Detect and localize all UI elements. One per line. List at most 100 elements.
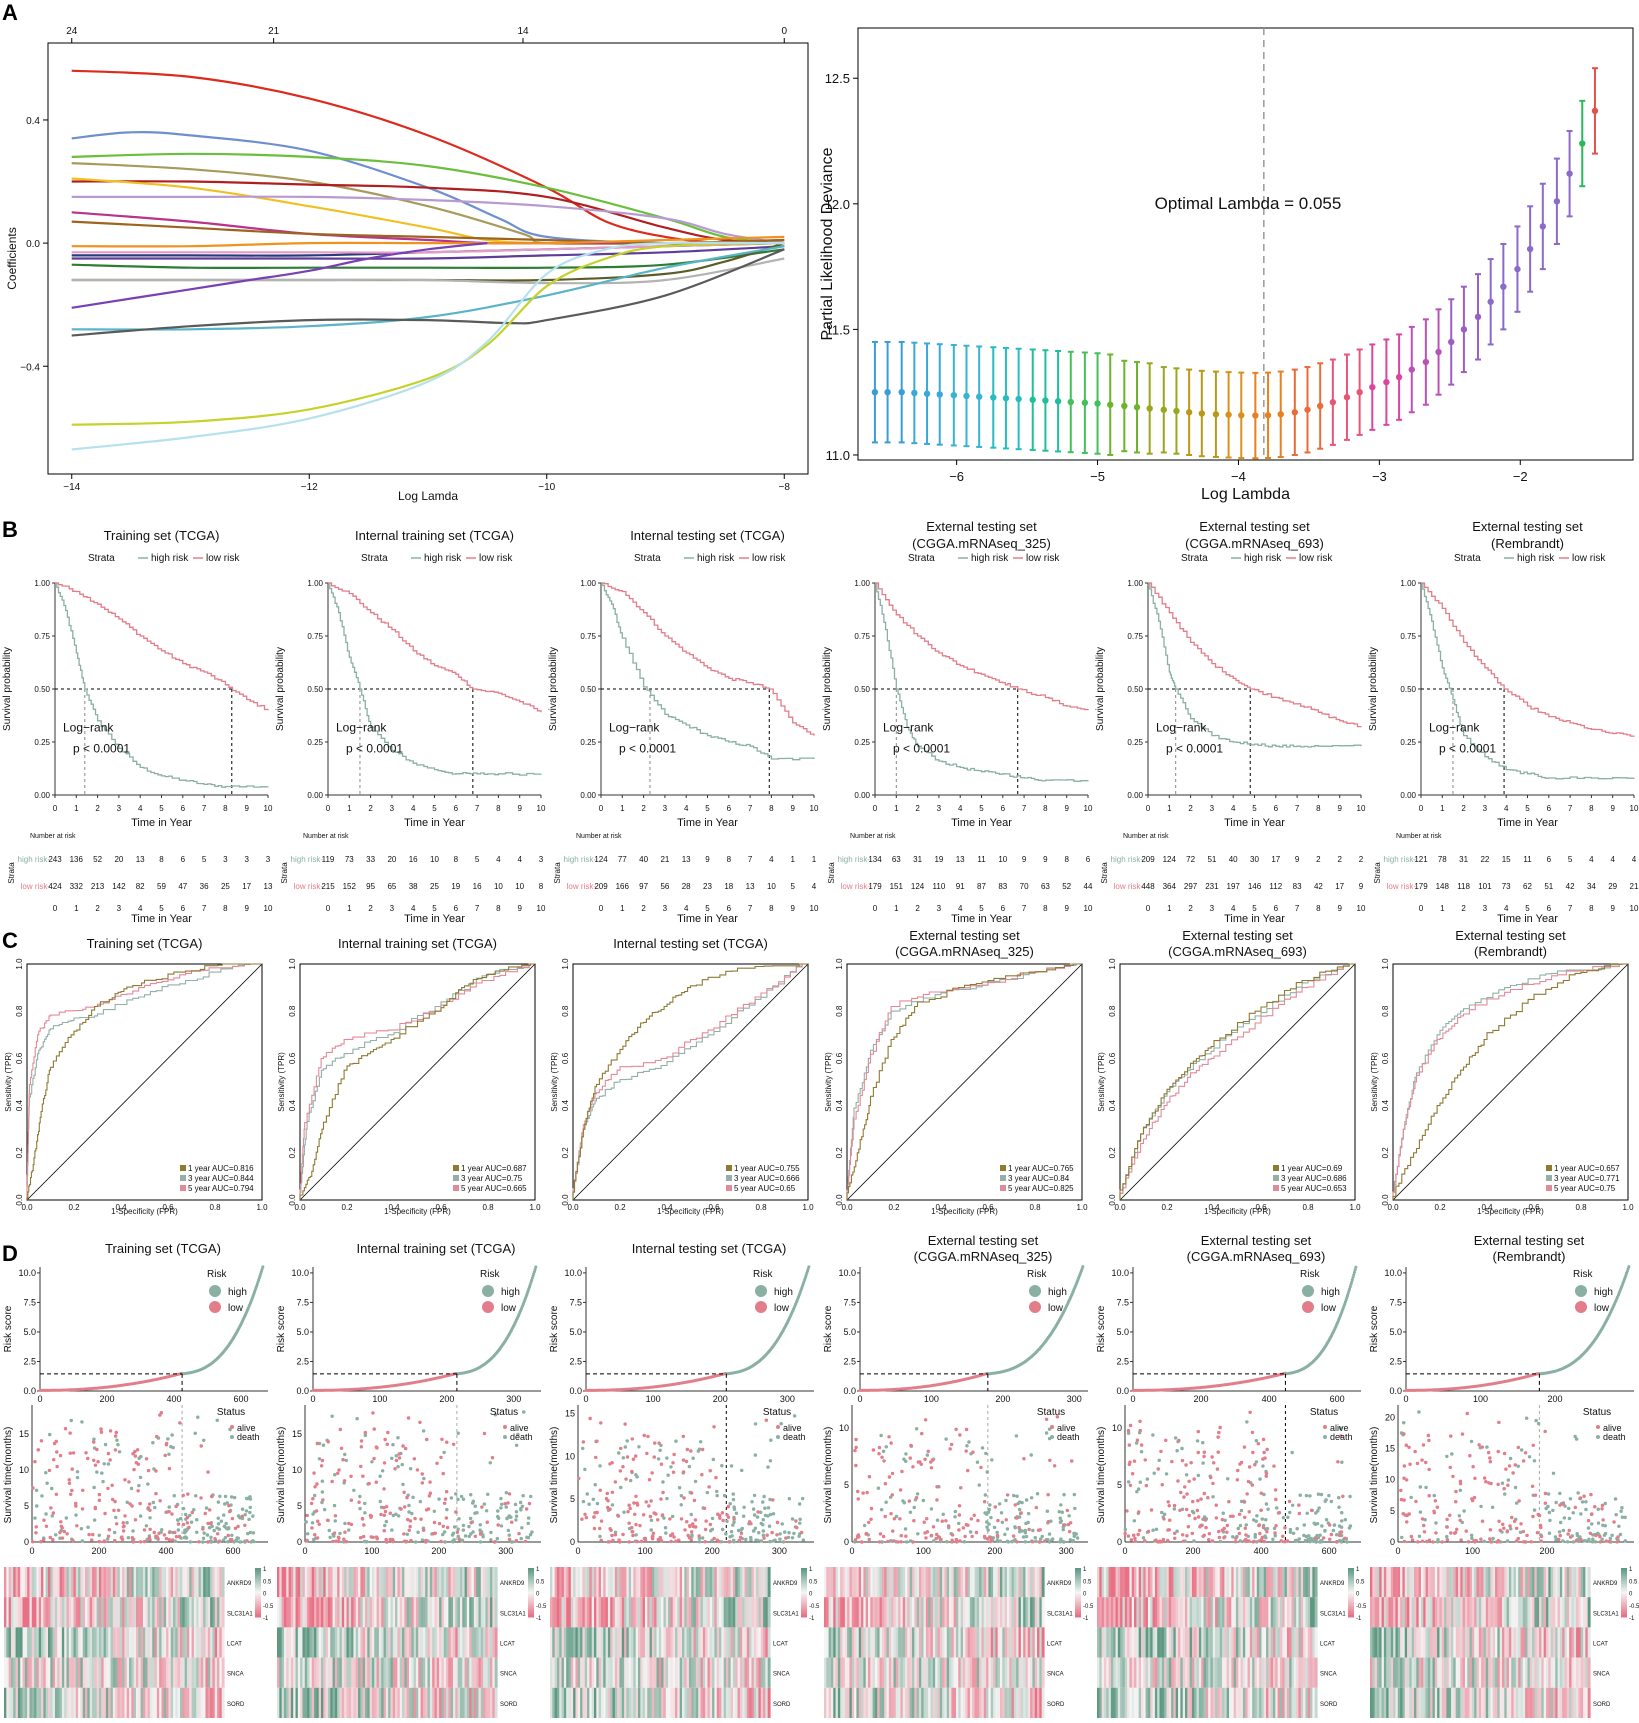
heatmap-cell: [872, 1567, 876, 1598]
risk-x-tick: 2: [95, 904, 100, 913]
heatmap-cell: [561, 1597, 565, 1628]
heatmap-cell: [619, 1687, 623, 1718]
auc-legend-label: 5 year AUC=0.653: [1281, 1184, 1347, 1193]
status-x-tick: 0: [849, 1546, 854, 1556]
heatmap-cell: [1238, 1627, 1242, 1658]
heatmap-cell: [205, 1627, 209, 1658]
heatmap-cell: [1011, 1687, 1015, 1718]
heatmap-cell: [1011, 1627, 1015, 1658]
heatmap-cell: [85, 1657, 88, 1688]
heatmap-cell: [27, 1597, 31, 1628]
km-curve-high: [875, 582, 1089, 782]
heatmap-cell: [353, 1627, 357, 1658]
heatmap-cell: [186, 1597, 190, 1628]
heatmap-cell: [1300, 1627, 1304, 1658]
heatmap-cell: [550, 1657, 553, 1688]
roc-y-title: Sensitivity (TPR): [824, 1052, 833, 1112]
risk-y-tick: 0.0: [569, 1386, 582, 1396]
heatmap-cell: [1279, 1627, 1283, 1658]
risk-x-tick: 0: [857, 1394, 862, 1404]
heatmap-cell: [1312, 1597, 1316, 1628]
risk-count-high: 4: [769, 855, 774, 864]
heatmap-cell: [415, 1597, 419, 1628]
heatmap-cell: [119, 1657, 123, 1688]
heatmap-cell: [217, 1567, 220, 1598]
heatmap-cell: [1277, 1627, 1281, 1658]
heatmap-cell: [304, 1567, 308, 1598]
heatmap-cell: [105, 1567, 109, 1598]
heatmap-cell: [668, 1627, 672, 1658]
heatmap-cell: [937, 1567, 941, 1598]
heatmap-cell: [1307, 1597, 1311, 1628]
heatmap-cell: [881, 1657, 885, 1688]
risk-x-tick: 0: [873, 904, 878, 913]
heatmap-cell: [1113, 1597, 1117, 1628]
heatmap-cell: [94, 1597, 98, 1628]
heatmap-cell: [1013, 1687, 1017, 1718]
heatmap-cell: [1247, 1597, 1251, 1628]
risk-panel-title: Training set (TCGA): [105, 1241, 221, 1256]
heatmap-cell: [1270, 1597, 1274, 1628]
heatmap-cell: [131, 1567, 135, 1598]
heatmap-cell: [1462, 1687, 1466, 1718]
heatmap-cell: [355, 1627, 359, 1658]
heatmap-cell: [749, 1657, 753, 1688]
heatmap-cell: [307, 1687, 311, 1718]
heatmap-cell: [1310, 1627, 1313, 1658]
heatmap-cell: [953, 1567, 957, 1598]
gene-label: SORD: [500, 1702, 518, 1708]
heatmap-cell: [726, 1687, 729, 1718]
heatmap-cell: [439, 1657, 443, 1688]
heatmap-cell: [707, 1597, 711, 1628]
heatmap-cell: [858, 1597, 862, 1628]
heatmap-cell: [990, 1567, 994, 1598]
heatmap-cell: [1122, 1687, 1126, 1718]
colorbar-cell: [255, 1569, 261, 1573]
heatmap-cell: [1143, 1627, 1147, 1658]
heatmap-cell: [614, 1597, 618, 1628]
risk-x-title: Time in Year: [677, 913, 738, 925]
heatmap-cell: [466, 1687, 470, 1718]
coef-path-darkred: [71, 180, 785, 245]
roc-diagonal: [846, 963, 1083, 1201]
heatmap-cell: [1534, 1567, 1538, 1598]
heatmap-cell: [92, 1597, 95, 1628]
heatmap-cell: [362, 1627, 366, 1658]
heatmap-cell: [688, 1657, 692, 1688]
heatmap-cell: [626, 1657, 630, 1688]
heatmap-cell: [156, 1627, 160, 1658]
heatmap-cell: [448, 1567, 452, 1598]
heatmap-cell: [311, 1597, 315, 1628]
risk-panel-title: Internal training set (TCGA): [357, 1241, 516, 1256]
heatmap-cell: [147, 1687, 151, 1718]
heatmap-cell: [830, 1567, 834, 1598]
heatmap-cell: [972, 1657, 976, 1688]
heatmap-cell: [434, 1627, 438, 1658]
heatmap-cell: [1404, 1567, 1408, 1598]
heatmap-cell: [658, 1567, 662, 1598]
heatmap-cell: [1286, 1567, 1290, 1598]
heatmap-cell: [758, 1627, 762, 1658]
deviance-point: [1198, 410, 1206, 417]
heatmap-cell: [191, 1657, 195, 1688]
heatmap-cell: [1023, 1597, 1027, 1628]
heatmap-cell: [849, 1657, 853, 1688]
heatmap-cell: [988, 1597, 992, 1628]
heatmap-cell: [325, 1657, 329, 1688]
heatmap-cell: [388, 1567, 392, 1598]
heatmap-cell: [1497, 1627, 1501, 1658]
heatmap-cell: [337, 1627, 341, 1658]
colorbar-cell: [1348, 1599, 1354, 1602]
heatmap-cell: [983, 1687, 987, 1718]
heatmap-cell: [156, 1567, 160, 1598]
km-curve-high: [1421, 582, 1635, 780]
heatmap-cell: [1293, 1597, 1297, 1628]
heatmap-cell: [1296, 1687, 1300, 1718]
heatmap-cell: [140, 1597, 144, 1628]
heatmap-cell: [101, 1687, 105, 1718]
heatmap-cell: [1185, 1687, 1188, 1718]
heatmap-cell: [1502, 1567, 1505, 1598]
heatmap-cell: [1416, 1657, 1420, 1688]
heatmap-cell: [203, 1627, 207, 1658]
km-y-title: Survival probability: [822, 647, 833, 731]
